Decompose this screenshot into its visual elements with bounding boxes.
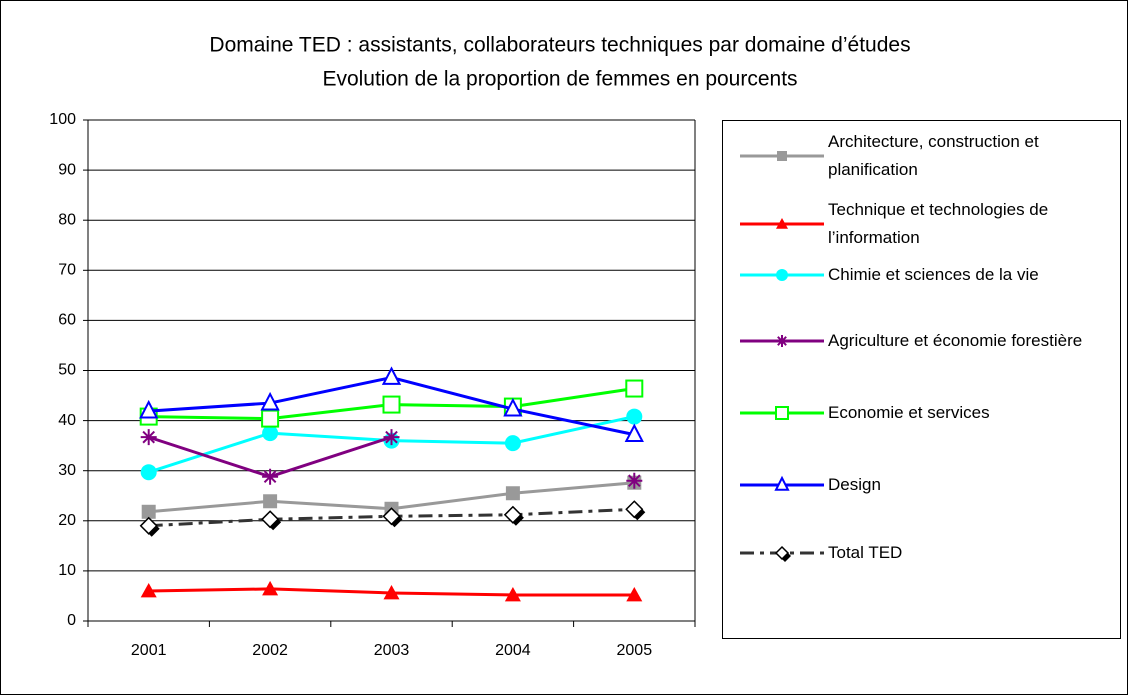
series	[140, 580, 643, 602]
marker	[776, 335, 788, 347]
legend-marker	[777, 151, 787, 161]
legend-entry: Agriculture et économie forestière	[732, 326, 1117, 356]
marker	[263, 494, 278, 509]
x-tick-label: 2005	[617, 642, 653, 659]
legend-entry: Technique et technologies de l’informati…	[732, 196, 1117, 252]
y-tick-label: 60	[58, 312, 76, 329]
marker	[626, 408, 643, 425]
marker	[626, 586, 643, 602]
legend-entry: Total TED	[732, 538, 1117, 568]
legend-entry: Design	[732, 470, 1117, 500]
legend-label: Economie et services	[828, 403, 990, 422]
legend-swatch	[740, 406, 824, 420]
legend-swatch	[740, 475, 824, 491]
marker	[776, 269, 788, 281]
legend-marker	[776, 218, 788, 229]
marker	[382, 507, 401, 526]
legend-marker	[775, 406, 789, 420]
marker	[141, 504, 156, 519]
legend-marker	[774, 545, 791, 562]
y-tick-label: 40	[58, 412, 76, 429]
legend-swatch	[740, 545, 824, 562]
legend-label: Architecture, construction et planificat…	[828, 132, 1039, 179]
y-tick-label: 80	[58, 211, 76, 228]
legend-box	[722, 120, 1121, 639]
marker	[382, 395, 401, 414]
x-tick-label: 2001	[131, 642, 167, 659]
marker	[624, 423, 644, 443]
y-tick-label: 90	[58, 161, 76, 178]
marker	[383, 429, 400, 446]
legend-label: Design	[828, 475, 881, 494]
marker	[777, 151, 787, 161]
marker	[625, 500, 644, 519]
marker	[625, 379, 644, 398]
marker	[261, 510, 280, 529]
x-tick-label: 2003	[374, 642, 410, 659]
y-tick-label: 20	[58, 512, 76, 529]
marker	[503, 505, 522, 524]
series	[139, 366, 644, 443]
x-tick-label: 2002	[252, 642, 288, 659]
legend-swatch	[740, 335, 824, 347]
y-tick-label: 70	[58, 262, 76, 279]
marker	[381, 366, 402, 385]
legend-swatch	[740, 218, 824, 229]
legend-marker	[776, 269, 788, 281]
marker	[503, 397, 523, 417]
marker	[774, 475, 790, 491]
series	[139, 500, 646, 537]
marker	[262, 580, 279, 596]
legend-entry: Chimie et sciences de la vie	[732, 260, 1117, 290]
y-tick-label: 30	[58, 462, 76, 479]
marker	[140, 464, 157, 481]
marker	[139, 516, 158, 535]
legend-swatch	[740, 269, 824, 281]
legend-label: Chimie et sciences de la vie	[828, 265, 1039, 284]
marker	[626, 472, 643, 489]
legend-entry: Architecture, construction et planificat…	[732, 128, 1117, 184]
legend-label: Total TED	[828, 543, 903, 562]
marker	[139, 399, 159, 419]
y-tick-label: 50	[58, 362, 76, 379]
marker	[262, 425, 279, 442]
marker	[775, 406, 789, 420]
marker	[260, 391, 280, 411]
marker	[776, 218, 788, 229]
marker	[140, 429, 157, 446]
legend-label: Technique et technologies de l’informati…	[828, 200, 1049, 247]
legend-swatch	[740, 151, 824, 161]
legend-label: Agriculture et économie forestière	[828, 331, 1083, 350]
series	[140, 429, 643, 489]
chart-title: Domaine TED : assistants, collaborateurs…	[209, 34, 910, 57]
y-tick-label: 100	[49, 111, 76, 128]
y-tick-label: 0	[67, 612, 76, 629]
legend-marker	[774, 475, 790, 491]
chart-subtitle: Evolution de la proportion de femmes en …	[322, 68, 797, 91]
marker	[504, 586, 521, 602]
marker	[140, 582, 157, 598]
marker	[383, 584, 400, 600]
marker	[262, 468, 279, 485]
x-tick-label: 2004	[495, 642, 531, 659]
marker	[505, 486, 520, 501]
legend-marker	[776, 335, 788, 347]
y-tick-label: 10	[58, 562, 76, 579]
marker	[261, 409, 280, 428]
legend-entry: Economie et services	[732, 398, 1117, 428]
marker	[504, 435, 521, 452]
marker	[774, 545, 790, 561]
